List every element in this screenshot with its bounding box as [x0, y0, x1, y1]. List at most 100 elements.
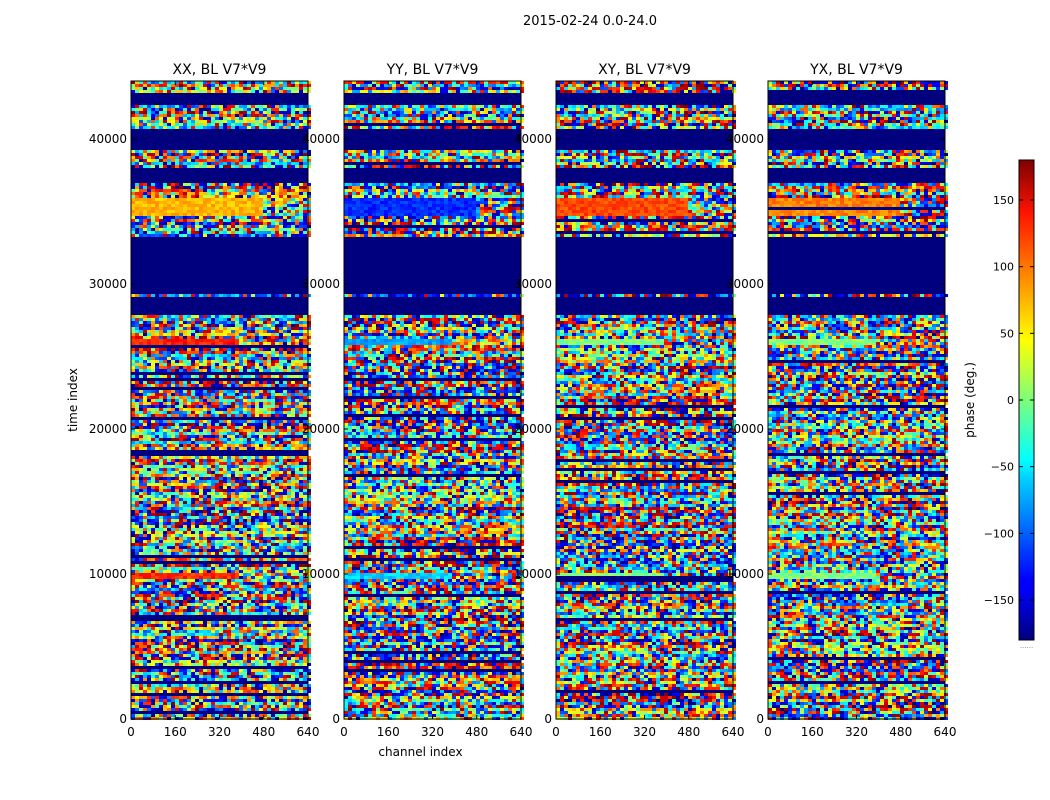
heatmap-cell — [219, 192, 223, 195]
heatmap-cell — [283, 228, 287, 231]
heatmap-cell — [211, 369, 215, 372]
heatmap-cell — [211, 111, 215, 114]
heatmap-cell — [279, 501, 283, 504]
heatmap-cell — [139, 546, 143, 549]
heatmap-cell — [195, 474, 199, 477]
heatmap-cell — [295, 492, 299, 495]
heatmap-cell — [159, 201, 163, 204]
heatmap-cell — [195, 117, 199, 120]
heatmap-cell — [303, 522, 307, 525]
heatmap-cell — [283, 474, 287, 477]
heatmap-cell — [163, 183, 167, 186]
heatmap-cell — [263, 528, 267, 531]
heatmap-cell — [199, 471, 203, 474]
heatmap-cell — [151, 522, 155, 525]
heatmap-cell — [155, 156, 159, 159]
heatmap-cell — [259, 81, 263, 84]
heatmap-cell — [215, 192, 219, 195]
heatmap-cell — [215, 420, 219, 423]
heatmap-cell — [147, 477, 151, 480]
heatmap-cell — [227, 348, 231, 351]
heatmap-cell — [167, 189, 171, 192]
heatmap-cell — [291, 552, 295, 555]
heatmap-cell — [155, 108, 159, 111]
heatmap-cell — [147, 456, 151, 459]
heatmap-cell — [151, 405, 155, 408]
heatmap-cell — [187, 156, 191, 159]
heatmap-cell — [163, 327, 167, 330]
heatmap-cell — [223, 81, 227, 84]
heatmap-cell — [279, 534, 283, 537]
heatmap-cell — [179, 201, 183, 204]
heatmap-cell — [255, 465, 259, 468]
heatmap-cell — [151, 201, 155, 204]
heatmap-cell — [223, 213, 227, 216]
heatmap-cell — [215, 330, 219, 333]
heatmap-cell — [179, 348, 183, 351]
heatmap-cell — [303, 420, 307, 423]
heatmap-cell — [187, 471, 191, 474]
heatmap-cell — [291, 516, 295, 519]
heatmap-cell — [171, 114, 175, 117]
heatmap-cell — [215, 123, 219, 126]
heatmap-cell — [207, 495, 211, 498]
heatmap-cell — [179, 474, 183, 477]
heatmap-cell — [251, 201, 255, 204]
heatmap-cell — [291, 396, 295, 399]
heatmap-cell — [227, 519, 231, 522]
heatmap-cell — [163, 438, 167, 441]
heatmap-cell — [155, 402, 159, 405]
heatmap-cell — [155, 342, 159, 345]
heatmap-cell — [167, 183, 171, 186]
heatmap-cell — [227, 225, 231, 228]
heatmap-cell — [139, 471, 143, 474]
heatmap-cell — [211, 363, 215, 366]
heatmap-cell — [135, 366, 139, 369]
heatmap-cell — [295, 432, 299, 435]
heatmap-cell — [191, 393, 195, 396]
heatmap-cell — [291, 360, 295, 363]
heatmap-cell — [271, 222, 275, 225]
heatmap-cell — [175, 213, 179, 216]
heatmap-cell — [263, 498, 267, 501]
heatmap-cell — [239, 195, 243, 198]
heatmap-cell — [159, 198, 163, 201]
heatmap-cell — [135, 441, 139, 444]
heatmap-cell — [151, 468, 155, 471]
heatmap-cell — [271, 294, 275, 297]
heatmap-cell — [195, 525, 199, 528]
heatmap-cell — [295, 546, 299, 549]
heatmap-cell — [279, 471, 283, 474]
heatmap-cell — [271, 495, 275, 498]
heatmap-cell — [255, 516, 259, 519]
heatmap-cell — [247, 327, 251, 330]
heatmap-cell — [147, 192, 151, 195]
heatmap-cell — [187, 318, 191, 321]
heatmap-cell — [139, 393, 143, 396]
heatmap-cell — [223, 408, 227, 411]
heatmap-cell — [267, 204, 271, 207]
heatmap-cell — [303, 384, 307, 387]
heatmap-cell — [179, 330, 183, 333]
heatmap-cell — [203, 513, 207, 516]
heatmap-cell — [223, 189, 227, 192]
heatmap-cell — [207, 399, 211, 402]
heatmap-cell — [303, 423, 307, 426]
heatmap-cell — [207, 531, 211, 534]
heatmap-cell — [275, 159, 279, 162]
heatmap-cell — [263, 414, 267, 417]
heatmap-cell — [211, 162, 215, 165]
heatmap-cell — [243, 114, 247, 117]
heatmap-cell — [147, 213, 151, 216]
heatmap-cell — [307, 183, 311, 186]
heatmap-cell — [187, 222, 191, 225]
heatmap-cell — [143, 531, 147, 534]
heatmap-cell — [279, 456, 283, 459]
heatmap-cell — [195, 126, 199, 129]
heatmap-cell — [247, 204, 251, 207]
heatmap-cell — [163, 330, 167, 333]
heatmap-cell — [167, 381, 171, 384]
heatmap-cell — [263, 321, 267, 324]
heatmap-cell — [239, 324, 243, 327]
heatmap-cell — [135, 108, 139, 111]
